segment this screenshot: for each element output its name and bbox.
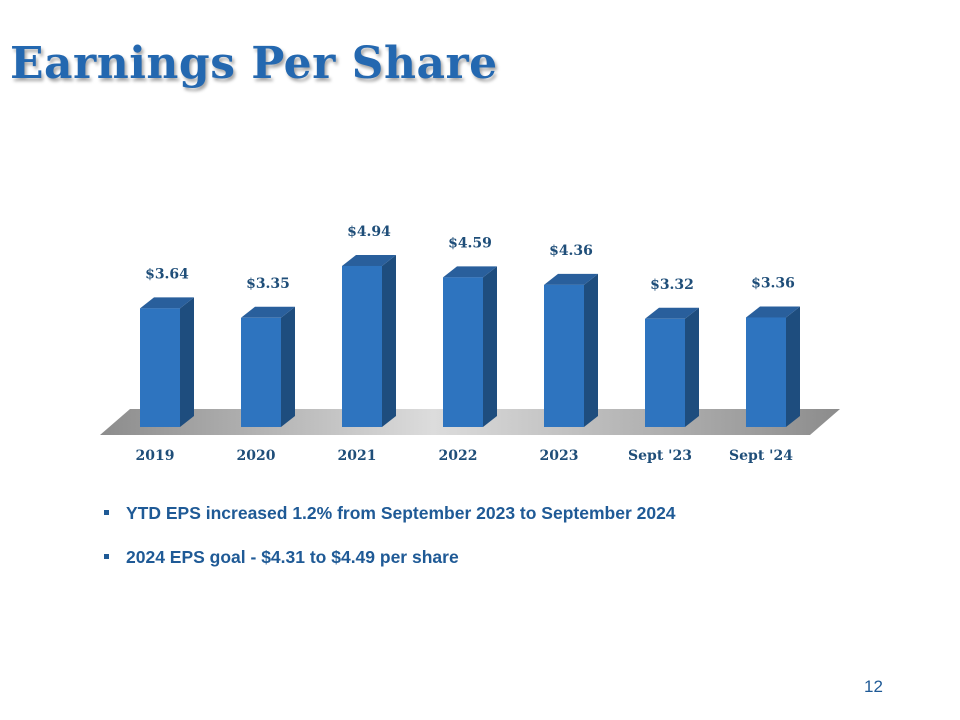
- page-number: 12: [864, 677, 883, 696]
- bar: [645, 318, 685, 427]
- bullet-item: YTD EPS increased 1.2% from September 20…: [104, 503, 676, 547]
- bar-value-label: $3.64: [145, 266, 189, 282]
- bullet-square-icon: [104, 510, 109, 515]
- x-tick-label: 2022: [439, 448, 478, 464]
- bar-side: [584, 273, 598, 427]
- bar-side: [281, 306, 295, 427]
- x-tick-label: Sept '24: [729, 448, 793, 464]
- bar-group: $3.64 2019 $3.35 2020 $4.94 2021 $4.59 2022 $4.3…: [136, 224, 800, 464]
- bar-top: [544, 273, 598, 285]
- bar: [342, 265, 382, 427]
- bar-value-label: $3.36: [751, 275, 795, 291]
- bar: [140, 308, 180, 427]
- x-tick-label: 2020: [237, 448, 276, 464]
- bar-side: [180, 297, 194, 427]
- eps-bar-chart: $3.64 2019 $3.35 2020 $4.94 2021 $4.59 2022 $4.3…: [100, 224, 840, 464]
- bar-top: [443, 266, 497, 278]
- bar-top: [342, 254, 396, 266]
- bar-top: [140, 297, 194, 309]
- x-tick-label: 2021: [338, 448, 377, 464]
- bar-side: [483, 266, 497, 427]
- bar: [443, 277, 483, 427]
- bar-side: [685, 307, 699, 427]
- bar-value-label: $4.36: [549, 243, 593, 259]
- bullet-item: 2024 EPS goal - $4.31 to $4.49 per share: [104, 547, 676, 591]
- x-tick-label: 2023: [540, 448, 579, 464]
- bullet-text: YTD EPS increased 1.2% from September 20…: [126, 503, 676, 523]
- x-tick-label: 2019: [136, 448, 175, 464]
- bullet-text: 2024 EPS goal - $4.31 to $4.49 per share: [126, 547, 459, 567]
- bar-value-label: $3.32: [650, 277, 694, 293]
- bar-value-label: $4.94: [347, 224, 391, 240]
- bar-top: [241, 306, 295, 318]
- bar: [746, 317, 786, 427]
- bar-value-label: $4.59: [448, 235, 492, 251]
- bar-top: [746, 306, 800, 318]
- bar: [544, 284, 584, 427]
- bar-side: [786, 306, 800, 427]
- bar-value-label: $3.35: [246, 276, 290, 292]
- bullet-list: YTD EPS increased 1.2% from September 20…: [104, 503, 676, 591]
- bar-side: [382, 254, 396, 427]
- slide-title: Earnings Per Share: [10, 38, 498, 89]
- bar-top: [645, 307, 699, 319]
- bar: [241, 317, 281, 427]
- x-tick-label: Sept '23: [628, 448, 692, 464]
- bullet-square-icon: [104, 554, 109, 559]
